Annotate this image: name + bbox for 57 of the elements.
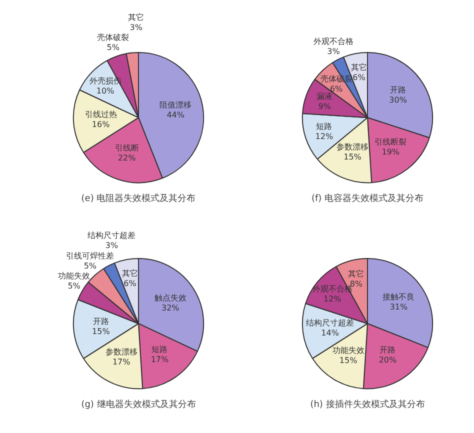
slice-label: 功能失效 (58, 272, 90, 281)
text: (f) 电容器失效模式及其分布 (311, 192, 424, 204)
slice-label: 阻值漂移 (160, 100, 192, 110)
data-label: 31% (390, 302, 408, 312)
slice-label: 漏液 (316, 92, 333, 102)
slice-label: 引线断 (114, 144, 139, 153)
data-label: 19% (382, 148, 400, 157)
slice-label: 短路 (316, 122, 332, 131)
data-label: 14% (321, 328, 340, 338)
slice-label: 短路 (152, 344, 168, 354)
data-label: 3% (327, 46, 340, 56)
data-label: 15% (92, 327, 110, 336)
slice-label: 引线断裂 (374, 138, 407, 147)
slice-label: 其它 (350, 62, 367, 72)
data-label: 22% (118, 154, 136, 163)
slice-label: 结构尺寸超差 (88, 230, 136, 240)
data-label: 9% (318, 102, 332, 112)
data-label: 5% (106, 43, 120, 52)
slice-label: 壳体破裂 (97, 33, 130, 42)
slice-label: 其它 (128, 13, 144, 22)
slice-label: 引线可焊性差 (66, 252, 114, 261)
slice-label: 功能失效 (332, 346, 364, 356)
data-label: 15% (339, 356, 358, 366)
data-label: 10% (96, 86, 115, 96)
data-label: 20% (378, 356, 398, 365)
slice-label: 其它 (348, 270, 364, 279)
data-label: 17% (112, 357, 131, 366)
slice-label: 开路 (390, 85, 406, 94)
text: (h) 接插件失效模式及其分布 (310, 398, 425, 410)
data-label: 6% (352, 72, 366, 82)
data-label: 6% (124, 278, 137, 288)
slice-label: 开路 (92, 317, 109, 326)
data-label: 32% (161, 303, 180, 312)
data-label: 5% (68, 282, 81, 291)
data-label: 30% (389, 95, 408, 104)
data-label: 44% (166, 110, 185, 120)
data-label: 15% (344, 152, 362, 162)
data-label: 16% (92, 120, 110, 130)
slice-label: 外观不合格 (314, 36, 354, 46)
slice-label: 结构尺寸超差 (306, 318, 354, 328)
slice-label: 开路 (380, 346, 396, 355)
data-label: 12% (315, 132, 334, 141)
data-label: 5% (84, 262, 97, 271)
slice-label: 其它 (122, 268, 138, 278)
data-label: 8% (350, 280, 363, 289)
data-label: 3% (105, 240, 118, 250)
slice-label: 接触不良 (382, 292, 415, 302)
slice-label: 参数漂移 (105, 347, 138, 356)
data-label: 6% (330, 84, 344, 94)
slice-label: 引线过热 (84, 110, 117, 120)
data-label: 3% (130, 23, 143, 32)
slice-label: 触点失效 (154, 293, 186, 302)
text: (e) 电阻器失效模式及其分布 (81, 192, 196, 204)
slice-label: 参数漂移 (336, 142, 369, 152)
data-label: 17% (150, 354, 170, 364)
text: (g) 继电器失效模式及其分布 (81, 398, 196, 410)
data-label: 12% (323, 294, 342, 304)
